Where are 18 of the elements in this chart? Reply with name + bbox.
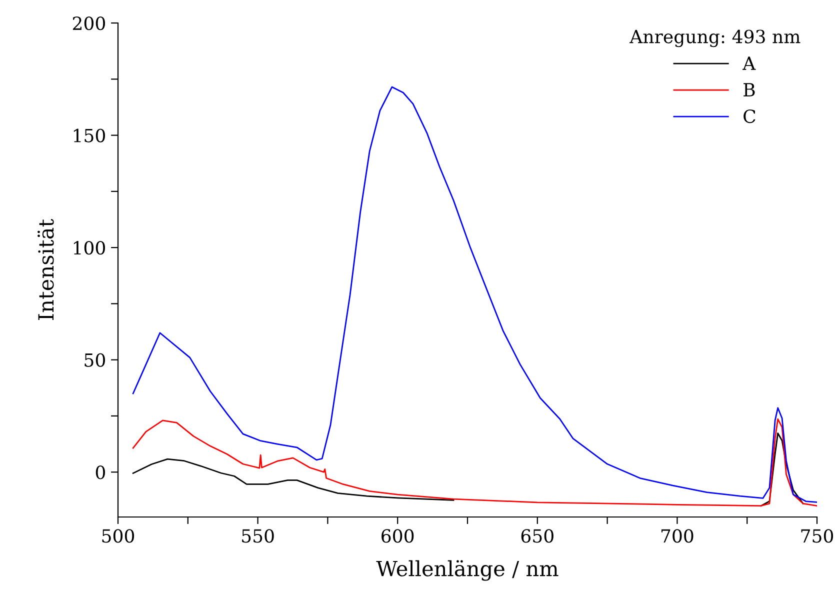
legend-label: C xyxy=(744,109,756,124)
legend-title: Anregung: 493 nm xyxy=(630,30,800,48)
x-tick-label: 650 xyxy=(521,529,554,543)
line-series xyxy=(132,418,817,506)
y-tick-label: 50 xyxy=(84,353,105,367)
x-tick-label: 700 xyxy=(661,529,694,543)
y-tick-label: 0 xyxy=(96,466,105,480)
legend-label: B xyxy=(744,83,755,96)
x-tick-label: 600 xyxy=(382,529,414,543)
x-tick-label: 550 xyxy=(242,529,274,543)
y-tick-label: 100 xyxy=(74,241,105,255)
y-tick-label: 150 xyxy=(74,128,105,142)
x-tick-label: 750 xyxy=(801,529,834,543)
x-tick-label: 500 xyxy=(102,529,134,543)
legend-label: A xyxy=(742,56,756,70)
x-axis-title: Wellenlänge / nm xyxy=(376,560,558,581)
y-tick-label: 200 xyxy=(72,16,105,30)
y-axis-title: Intensität xyxy=(38,219,54,320)
